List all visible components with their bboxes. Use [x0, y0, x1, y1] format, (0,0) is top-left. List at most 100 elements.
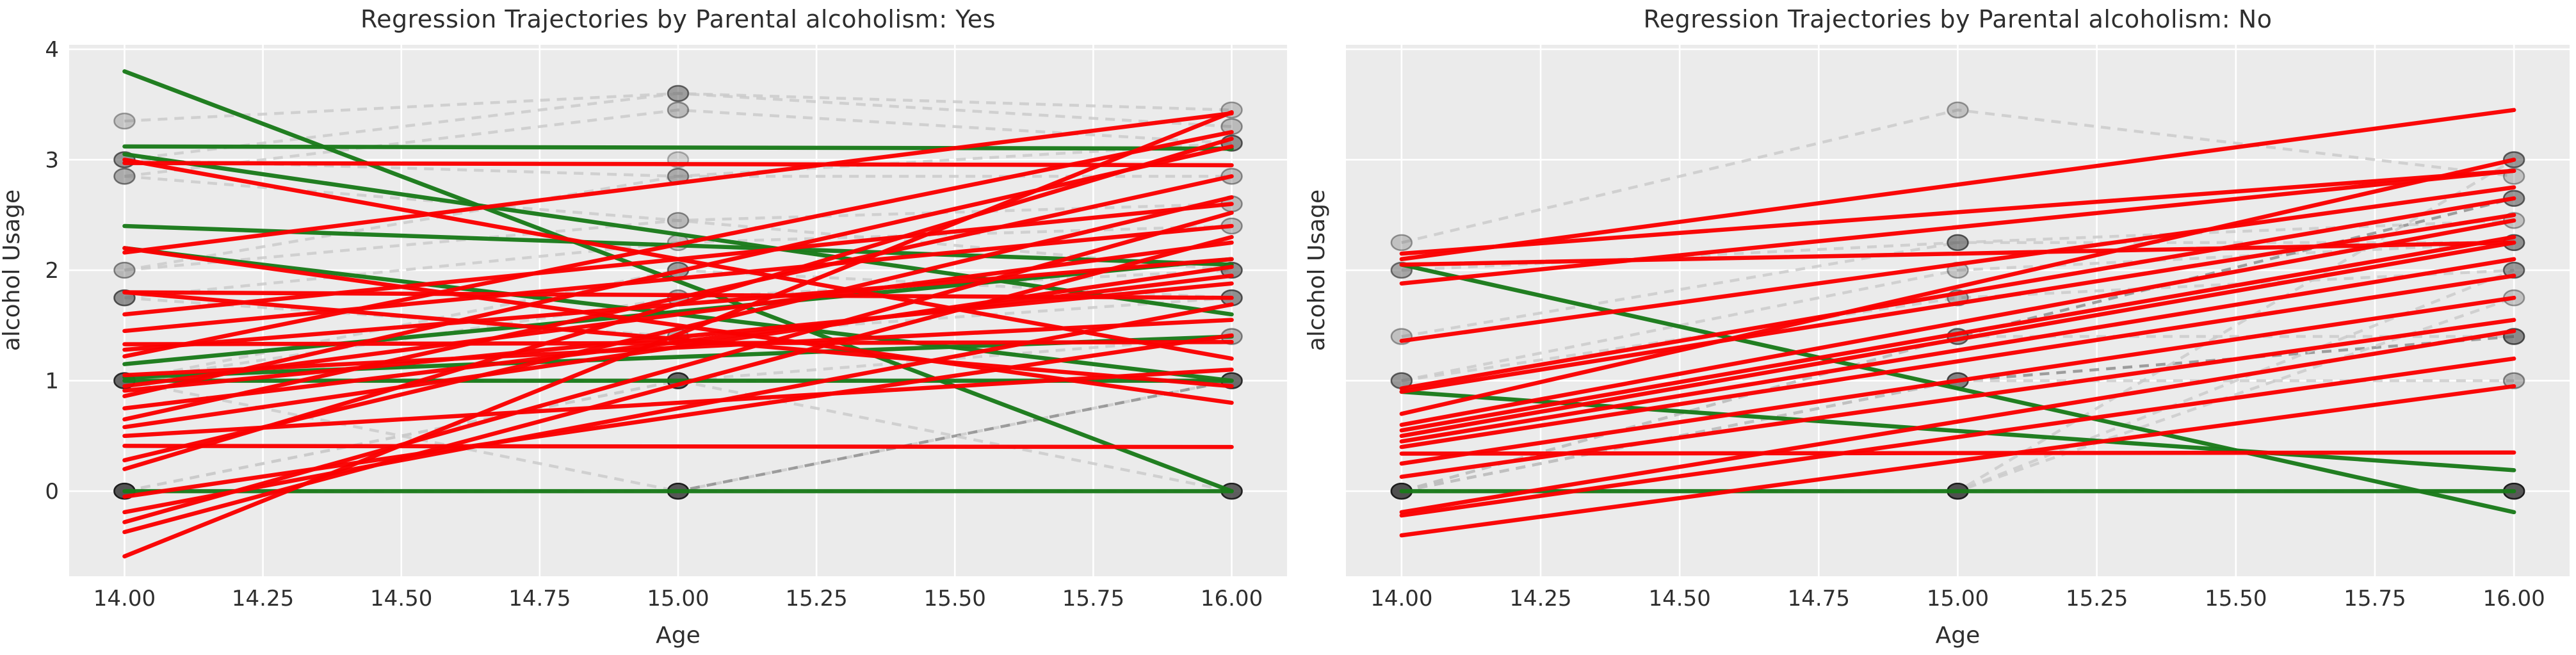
x-tick-label: 14.00	[1370, 586, 1432, 611]
red-regression-line	[122, 246, 1234, 405]
x-tick-label: 15.00	[1927, 586, 1989, 611]
red-regression-line	[1399, 234, 2516, 433]
trajectory-point-marker	[113, 168, 136, 185]
trajectory-line	[124, 219, 1232, 272]
red-regression-line	[122, 302, 1234, 515]
data-point-marker	[113, 168, 136, 185]
red-regression-line	[122, 281, 1234, 393]
red-regression-line	[122, 240, 1234, 389]
left-plot-title: Regression Trajectories by Parental alco…	[360, 5, 996, 33]
trajectory-line	[124, 92, 1232, 161]
x-tick-label: 15.50	[924, 586, 986, 611]
red-regression-line	[1399, 450, 2516, 456]
x-tick-labels: 14.00 14.25 14.50 14.75 15.00 15.25 15.50 15.75…	[1370, 586, 2545, 611]
left-plot-canvas: 14.00 14.25 14.50 14.75 15.00 15.25 15.50 15.75…	[0, 37, 1287, 649]
data-point-marker	[113, 112, 136, 130]
trajectory-point-marker	[1947, 101, 1969, 118]
trajectory-line	[1401, 335, 2515, 493]
red-regression-line	[1399, 158, 2516, 416]
trajectory-line	[124, 108, 1232, 178]
y-axis-label: alcohol Usage	[1304, 190, 1330, 351]
trajectory-line	[124, 379, 1232, 493]
trajectory-point-marker	[667, 212, 689, 229]
red-regression-line	[122, 174, 1234, 422]
red-regression-line	[122, 368, 1234, 439]
trajectory-line	[1401, 241, 2515, 382]
red-regression-line	[122, 161, 1234, 168]
x-tick-label: 14.25	[1509, 586, 1571, 611]
trajectory-point-marker	[113, 168, 136, 185]
y-tick-label: 2	[45, 258, 59, 284]
red-regression-line	[1399, 240, 2516, 439]
x-tick-label: 15.25	[785, 586, 847, 611]
x-tick-label: 15.75	[2344, 586, 2406, 611]
data-point-marker	[1390, 234, 1413, 252]
trajectory-point-marker	[113, 113, 136, 130]
trajectory-line	[1401, 268, 2515, 382]
data-point-marker	[113, 261, 136, 279]
red-regression-line	[122, 202, 1234, 317]
data-point-marker	[667, 212, 690, 229]
red-regression-line	[1399, 257, 2516, 444]
trajectory-line	[124, 175, 1232, 272]
right-plot-axes: 14.00 14.25 14.50 14.75 15.00 15.25 15.50 15.75…	[1304, 45, 2570, 649]
red-regression-line	[1399, 328, 2516, 515]
trajectory-point-marker	[113, 262, 136, 279]
trajectory-point-marker	[667, 101, 689, 118]
red-regression-line	[1399, 318, 2516, 479]
red-regression-line	[1399, 218, 2516, 427]
green-regression-line	[122, 69, 1234, 494]
red-regression-line	[122, 444, 1234, 449]
data-point-marker	[1220, 118, 1243, 135]
green-regression-line	[122, 144, 1234, 151]
y-axis-label: alcohol Usage	[0, 190, 25, 351]
data-point-marker	[1947, 101, 1969, 119]
red-regression-line	[122, 273, 1234, 410]
x-tick-label: 15.25	[2066, 586, 2128, 611]
red-regression-line	[1399, 273, 2516, 449]
red-regression-line	[122, 211, 1234, 524]
red-regression-line	[122, 223, 1234, 334]
x-tick-label: 15.50	[2205, 586, 2267, 611]
x-tick-labels: 14.00 14.25 14.50 14.75 15.00 15.25 15.50 15.75…	[93, 586, 1263, 611]
x-tick-label: 14.50	[1649, 586, 1711, 611]
red-regression-line	[122, 264, 1234, 430]
trajectory-line	[1401, 108, 2515, 245]
trajectory-point-marker	[1220, 118, 1243, 135]
x-axis-label: Age	[1936, 622, 1981, 649]
red-regression-line	[1399, 213, 2516, 394]
green-regression-line	[1399, 263, 2516, 515]
red-regression-line	[1399, 108, 2516, 262]
green-regression-line	[122, 257, 1234, 366]
y-tick-label: 0	[45, 479, 59, 505]
x-tick-label: 14.75	[1788, 586, 1850, 611]
x-tick-label: 15.75	[1062, 586, 1124, 611]
data-point-marker	[1947, 234, 1969, 252]
data-point-marker	[667, 101, 690, 119]
red-regression-line	[122, 290, 1234, 389]
right-plot-title: Regression Trajectories by Parental alco…	[1643, 5, 2272, 33]
red-regression-line	[1399, 384, 2516, 538]
right-plot-canvas: 14.00 14.25 14.50 14.75 15.00 15.25 15.50 15.75…	[1304, 45, 2570, 649]
y-tick-label: 4	[45, 37, 59, 63]
regression-lines	[1399, 108, 2516, 538]
x-tick-label: 14.50	[370, 586, 432, 611]
red-regression-line	[1399, 168, 2516, 256]
red-regression-line	[1399, 196, 2516, 391]
red-regression-line	[122, 111, 1234, 255]
red-regression-line	[1399, 185, 2516, 343]
x-tick-label: 16.00	[2483, 586, 2545, 611]
red-regression-line	[1399, 295, 2516, 466]
red-regression-line	[122, 130, 1234, 359]
regression-lines	[122, 69, 1234, 559]
data-points	[1390, 101, 2525, 500]
data-point-marker	[2502, 261, 2525, 279]
red-regression-line	[122, 110, 1234, 559]
y-tick-label: 1	[45, 369, 59, 394]
data-point-marker	[2502, 372, 2525, 389]
red-regression-line	[1399, 168, 2516, 286]
trajectory-point-marker	[1390, 234, 1413, 251]
x-tick-label: 14.00	[93, 586, 156, 611]
x-tick-label: 14.75	[508, 586, 571, 611]
